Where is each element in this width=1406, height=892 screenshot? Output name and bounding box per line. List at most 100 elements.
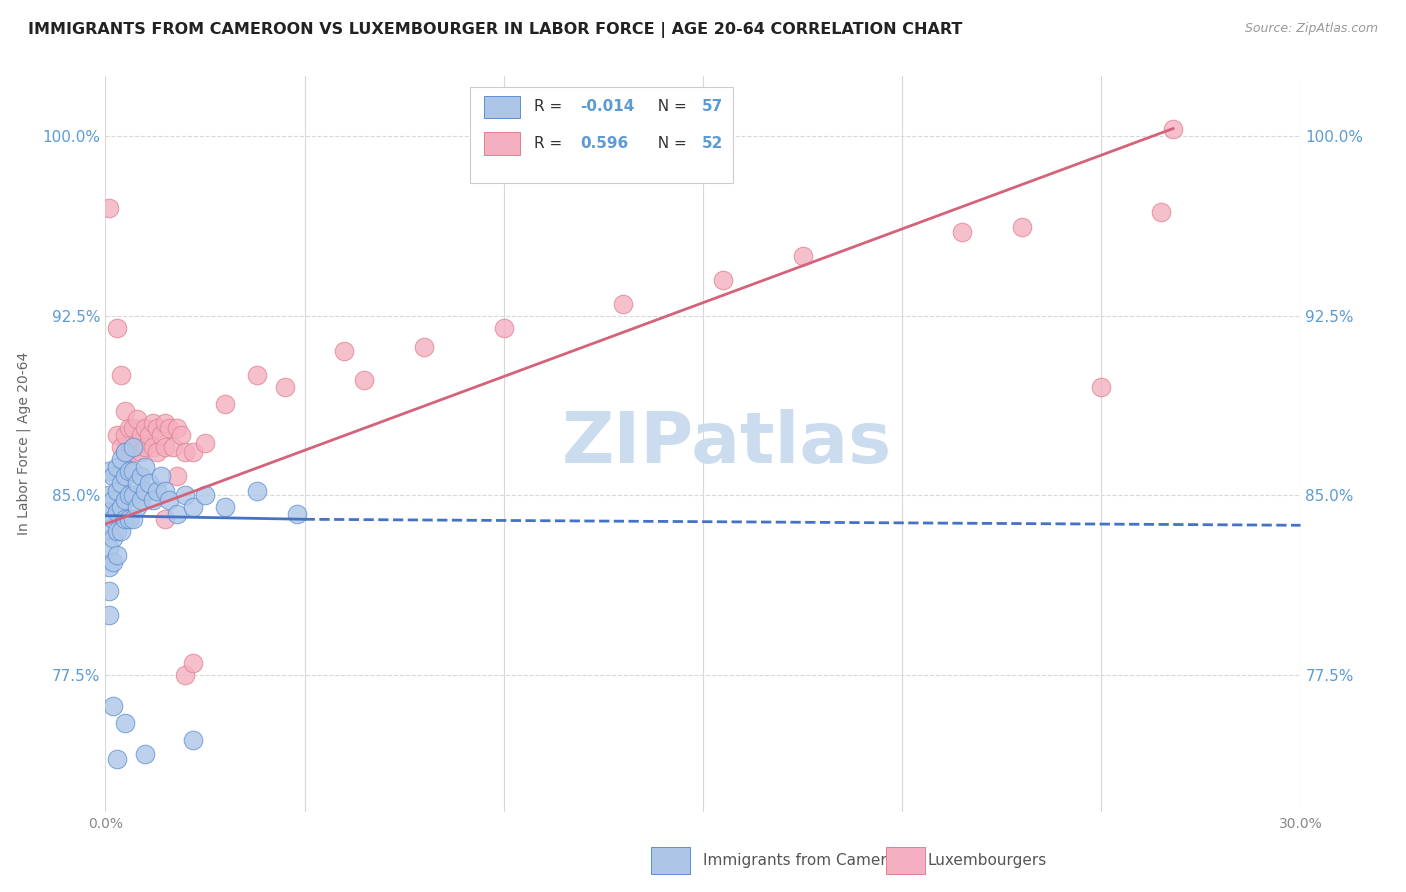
Point (114, 512, 136, 526)
Point (118, 421, 141, 435)
Point (333, 344, 356, 359)
Point (181, 732, 204, 747)
Point (129, 469, 153, 483)
Text: -0.014: -0.014 (579, 99, 634, 114)
Point (153, 512, 177, 526)
Text: Immigrants from Cameroon: Immigrants from Cameroon (703, 854, 915, 868)
Point (127, 500, 149, 515)
Point (1090, 380, 1112, 394)
Point (273, 380, 295, 394)
Point (98, 505, 121, 519)
Point (353, 373, 375, 387)
Point (612, 296, 634, 310)
Point (174, 445, 197, 459)
Point (166, 421, 188, 435)
Point (157, 493, 180, 508)
Point (492, 320, 515, 334)
Point (122, 445, 145, 459)
Point (107, 428, 129, 442)
Point (181, 500, 204, 515)
Point (98, 608, 121, 623)
Point (114, 404, 136, 418)
Bar (484, 133, 520, 154)
Point (142, 493, 165, 508)
Point (107, 505, 129, 519)
Point (103, 532, 125, 546)
Point (181, 445, 204, 459)
Point (181, 656, 204, 670)
Point (127, 411, 149, 425)
Point (110, 452, 132, 467)
Point (114, 445, 136, 459)
Point (194, 435, 217, 450)
Point (142, 441, 165, 455)
Point (214, 397, 236, 411)
FancyBboxPatch shape (470, 87, 733, 183)
Point (246, 368, 269, 383)
Point (153, 483, 177, 498)
Point (122, 421, 145, 435)
Point (246, 483, 269, 498)
Point (1011, 219, 1033, 234)
Point (118, 488, 141, 502)
Point (107, 459, 129, 474)
Point (166, 508, 188, 522)
Point (98, 522, 121, 536)
Point (1161, 121, 1184, 136)
Point (114, 493, 136, 508)
Text: N =: N = (648, 99, 692, 114)
Point (146, 445, 169, 459)
Text: 0.596: 0.596 (579, 136, 628, 151)
Text: Luxembourgers: Luxembourgers (928, 854, 1047, 868)
Point (114, 445, 136, 459)
Point (103, 512, 125, 526)
Point (98, 541, 121, 555)
Point (194, 488, 217, 502)
Point (122, 512, 145, 526)
Point (146, 483, 169, 498)
Point (138, 428, 160, 442)
Point (129, 445, 153, 459)
Point (134, 459, 156, 474)
Text: IMMIGRANTS FROM CAMEROON VS LUXEMBOURGER IN LABOR FORCE | AGE 20-64 CORRELATION : IMMIGRANTS FROM CAMEROON VS LUXEMBOURGER… (28, 22, 963, 38)
Point (153, 417, 177, 431)
Point (129, 428, 153, 442)
Point (110, 441, 132, 455)
Point (110, 476, 132, 491)
Point (107, 752, 129, 766)
Point (142, 417, 165, 431)
Text: Source: ZipAtlas.com: Source: ZipAtlas.com (1244, 22, 1378, 36)
Point (110, 524, 132, 539)
Point (110, 500, 132, 515)
Point (166, 469, 188, 483)
Point (170, 428, 193, 442)
Point (285, 508, 308, 522)
Point (127, 435, 149, 450)
Point (134, 747, 156, 762)
Text: ZIPatlas: ZIPatlas (562, 409, 891, 478)
Point (114, 428, 136, 442)
Point (98, 560, 121, 574)
Point (150, 469, 173, 483)
Point (107, 320, 129, 334)
Text: 52: 52 (702, 136, 723, 151)
Point (792, 249, 814, 263)
Point (114, 716, 136, 731)
Point (711, 272, 734, 286)
Point (134, 421, 156, 435)
Text: R =: R = (534, 136, 572, 151)
Point (174, 488, 197, 502)
Point (110, 368, 132, 383)
Point (98, 488, 121, 502)
Point (150, 428, 173, 442)
Y-axis label: In Labor Force | Age 20-64: In Labor Force | Age 20-64 (17, 352, 31, 535)
Point (127, 476, 149, 491)
Point (162, 441, 184, 455)
Point (122, 464, 145, 478)
Point (1150, 205, 1173, 219)
Point (107, 524, 129, 539)
Point (138, 476, 160, 491)
Point (157, 421, 180, 435)
Point (134, 483, 156, 498)
Point (413, 340, 436, 354)
